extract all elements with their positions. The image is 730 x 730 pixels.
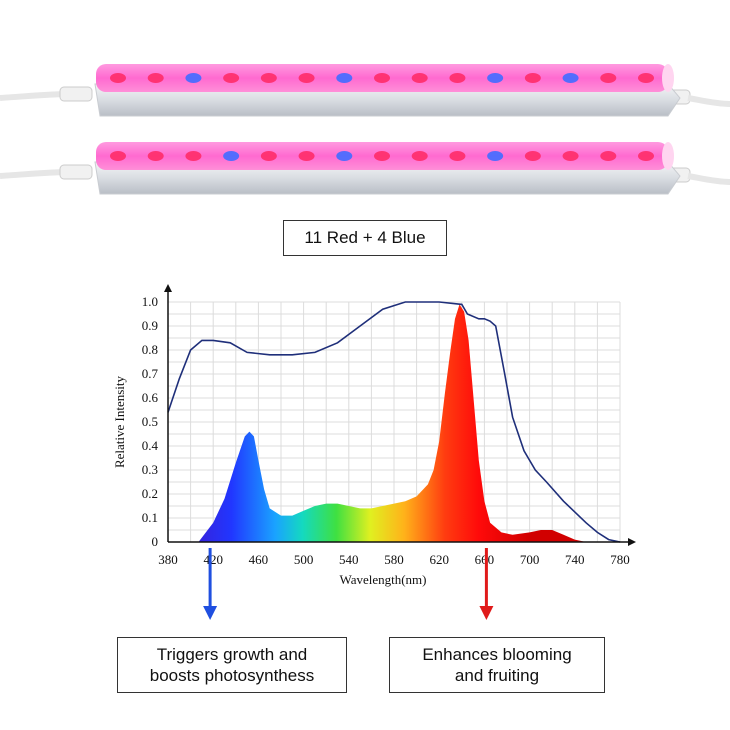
x-tick-label: 580	[384, 552, 404, 567]
x-tick-label: 740	[565, 552, 585, 567]
y-tick-label: 0.7	[142, 366, 159, 381]
led-red	[147, 151, 164, 161]
y-axis-arrow	[164, 284, 172, 292]
y-tick-label: 0.3	[142, 462, 158, 477]
power-cable-right	[687, 95, 730, 107]
led-red	[524, 73, 541, 83]
x-tick-label: 780	[610, 552, 630, 567]
y-tick-label: 0.2	[142, 486, 158, 501]
y-tick-label: 0.9	[142, 318, 158, 333]
y-tick-label: 0.8	[142, 342, 158, 357]
led-red	[524, 151, 541, 161]
x-tick-label: 620	[429, 552, 449, 567]
cable-plug-left	[59, 164, 93, 180]
tube-end-cap	[662, 142, 674, 170]
x-tick-label: 380	[158, 552, 178, 567]
red-light-note: Enhances blooming and fruiting	[389, 637, 605, 693]
led-red	[411, 151, 428, 161]
led-blue	[185, 73, 202, 83]
led-red	[411, 73, 428, 83]
led-grow-light-tube-lower	[0, 142, 730, 195]
led-blue	[336, 73, 353, 83]
x-tick-label: 540	[339, 552, 359, 567]
led-red	[374, 73, 390, 83]
x-tick-label: 460	[249, 552, 269, 567]
led-red	[374, 151, 390, 161]
led-blue	[223, 151, 240, 161]
x-tick-label: 700	[520, 552, 540, 567]
led-red	[298, 151, 315, 161]
led-grow-light-tube-upper	[0, 64, 730, 117]
led-red	[110, 73, 126, 83]
led-red	[449, 151, 466, 161]
y-axis-title: Relative Intensity	[112, 375, 127, 468]
led-blue	[487, 151, 504, 161]
led-red	[600, 151, 617, 161]
led-count-label: 11 Red + 4 Blue	[283, 220, 447, 256]
led-blue	[562, 73, 579, 83]
red-light-note-text: Enhances blooming and fruiting	[422, 645, 572, 685]
cable-plug-left	[59, 86, 93, 102]
led-blue	[336, 151, 353, 161]
x-axis-title: Wavelength(nm)	[339, 572, 426, 587]
y-tick-label: 0.1	[142, 510, 158, 525]
led-red	[600, 73, 617, 83]
arrow-red-head	[479, 606, 494, 620]
y-tick-label: 0.5	[142, 414, 158, 429]
blue-light-note-text: Triggers growth and boosts photosynthess	[149, 645, 315, 685]
power-cable-right	[687, 173, 730, 185]
led-blue	[487, 73, 504, 83]
y-tick-label: 1.0	[142, 294, 158, 309]
led-red	[260, 151, 277, 161]
x-tick-label: 420	[203, 552, 223, 567]
x-tick-label: 660	[475, 552, 495, 567]
led-red	[562, 151, 579, 161]
tube-end-cap	[662, 64, 674, 92]
x-tick-label: 500	[294, 552, 314, 567]
arrow-blue-head	[203, 606, 218, 620]
y-tick-label: 0.6	[142, 390, 159, 405]
led-red	[638, 73, 654, 83]
spectrum-chart: 380 420 460 500 540 580 620 660 700 740 780 0 0.1 0.2…	[112, 284, 636, 620]
led-count-text: 11 Red + 4 Blue	[304, 228, 426, 247]
led-red	[638, 151, 654, 161]
y-tick-label: 0	[152, 534, 159, 549]
led-red	[298, 73, 315, 83]
x-axis-arrow	[628, 538, 636, 546]
led-red	[110, 151, 126, 161]
led-spectrum-area	[198, 304, 587, 542]
photosynthesis-curve	[167, 301, 621, 543]
led-red	[185, 151, 202, 161]
y-tick-label: 0.4	[142, 438, 159, 453]
led-red	[260, 73, 277, 83]
led-red	[147, 73, 164, 83]
blue-light-note: Triggers growth and boosts photosynthess	[117, 637, 347, 693]
led-red	[449, 73, 466, 83]
led-red	[223, 73, 240, 83]
